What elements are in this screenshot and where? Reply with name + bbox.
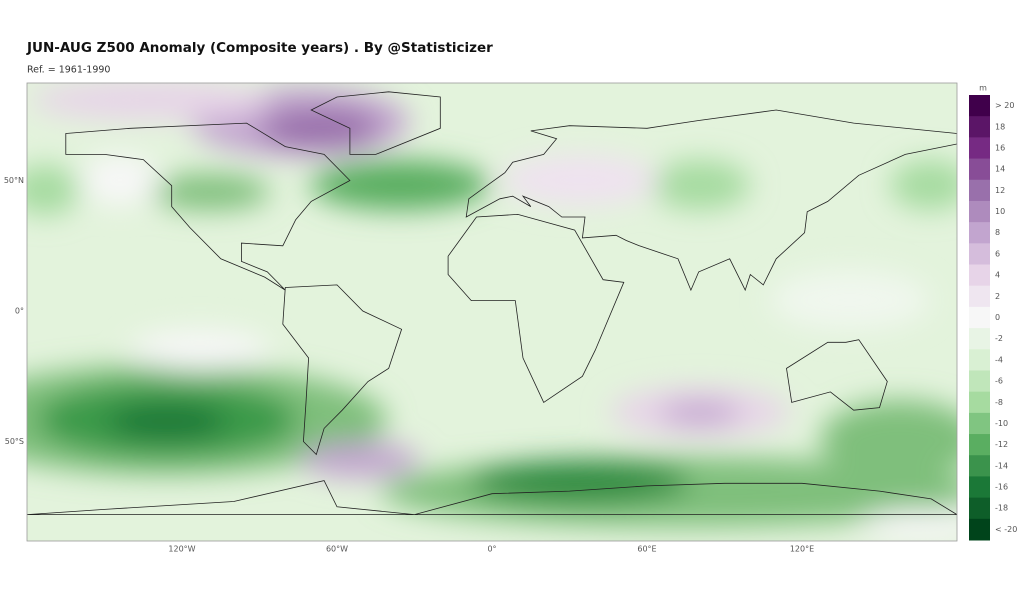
colorbar-swatch bbox=[969, 476, 990, 499]
anomaly-blob bbox=[470, 460, 690, 504]
x-axis-label: 120°W bbox=[168, 545, 195, 554]
colorbar-label: -16 bbox=[995, 483, 1008, 492]
colorbar-swatch bbox=[969, 95, 990, 117]
coastline bbox=[282, 284, 403, 456]
colorbar-swatch bbox=[969, 370, 990, 393]
coastline bbox=[465, 109, 957, 292]
coastline bbox=[447, 213, 625, 403]
subtitle: Ref. = 1961-1990 bbox=[27, 65, 110, 76]
coastline bbox=[27, 480, 957, 516]
colorbar-swatch bbox=[969, 243, 990, 266]
coastline bbox=[65, 122, 351, 291]
colorbar-swatch bbox=[969, 328, 990, 350]
x-axis-label: 0° bbox=[487, 545, 496, 554]
anomaly-blob bbox=[27, 165, 80, 215]
colorbar-swatch bbox=[969, 306, 990, 329]
anomaly-blob bbox=[890, 160, 957, 210]
colorbar-swatch bbox=[969, 137, 990, 160]
colorbar-label: 14 bbox=[995, 165, 1005, 174]
colorbar-swatch bbox=[969, 349, 990, 371]
colorbar-label: 6 bbox=[995, 249, 1000, 258]
colorbar-swatch bbox=[969, 179, 990, 202]
anomaly-blob bbox=[300, 442, 420, 478]
anomaly-blob bbox=[660, 401, 740, 425]
anomaly-blob bbox=[80, 155, 160, 205]
map-field bbox=[27, 83, 957, 541]
colorbar-label: 12 bbox=[995, 186, 1005, 195]
colorbar-swatch bbox=[969, 434, 990, 456]
colorbar-label: -12 bbox=[995, 440, 1008, 449]
colorbar-swatch bbox=[969, 222, 990, 244]
colorbar-swatch bbox=[969, 200, 990, 223]
colorbar-label: -2 bbox=[995, 334, 1003, 343]
colorbar-swatch bbox=[969, 391, 990, 414]
colorbar-label: 0 bbox=[995, 313, 1000, 322]
x-axis-label: 60°E bbox=[637, 545, 656, 554]
map-frame bbox=[26, 82, 958, 542]
colorbar-label: > 20 bbox=[995, 101, 1014, 110]
colorbar-swatch bbox=[969, 116, 990, 138]
colorbar-label: < -20 bbox=[995, 525, 1017, 534]
anomaly-blob bbox=[770, 270, 930, 330]
y-axis-label: 0° bbox=[15, 307, 24, 316]
anomaly-blob bbox=[30, 83, 270, 120]
x-axis-label: 120°E bbox=[790, 545, 814, 554]
coastline bbox=[786, 339, 888, 411]
colorbar-label: -8 bbox=[995, 398, 1003, 407]
colorbar-label: 4 bbox=[995, 271, 1000, 280]
colorbar-swatch bbox=[969, 158, 990, 181]
colorbar-swatch bbox=[969, 285, 990, 308]
colorbar-swatch bbox=[969, 412, 990, 435]
colorbar-label: 8 bbox=[995, 228, 1000, 237]
colorbar-label: -4 bbox=[995, 355, 1003, 364]
anomaly-blob bbox=[150, 174, 270, 210]
y-axis-label: 50°S bbox=[5, 437, 24, 446]
anomaly-blob bbox=[500, 155, 660, 205]
coastline bbox=[310, 91, 441, 155]
colorbar-swatch bbox=[969, 264, 990, 287]
y-axis-label: 50°N bbox=[4, 176, 24, 185]
anomaly-blob bbox=[107, 404, 227, 440]
anomaly-blob bbox=[820, 400, 957, 480]
anomaly-blob bbox=[650, 160, 750, 210]
colorbar-label: -18 bbox=[995, 504, 1008, 513]
x-axis-label: 60°W bbox=[326, 545, 348, 554]
colorbar-label: -10 bbox=[995, 419, 1008, 428]
colorbar-label: -14 bbox=[995, 461, 1008, 470]
colorbar-label: 2 bbox=[995, 292, 1000, 301]
colorbar-label: -6 bbox=[995, 377, 1003, 386]
colorbar-label: 18 bbox=[995, 122, 1005, 131]
colorbar-swatch bbox=[969, 518, 990, 541]
colorbar-swatch bbox=[969, 497, 990, 520]
colorbar-label: 16 bbox=[995, 143, 1005, 152]
anomaly-blob bbox=[310, 160, 490, 210]
colorbar-label: 10 bbox=[995, 207, 1005, 216]
colorbar-unit: m bbox=[979, 84, 987, 93]
colorbar-swatch bbox=[969, 455, 990, 477]
anomaly-blob bbox=[860, 510, 957, 540]
title: JUN-AUG Z500 Anomaly (Composite years) .… bbox=[26, 40, 493, 56]
anomaly-blob bbox=[130, 330, 270, 370]
